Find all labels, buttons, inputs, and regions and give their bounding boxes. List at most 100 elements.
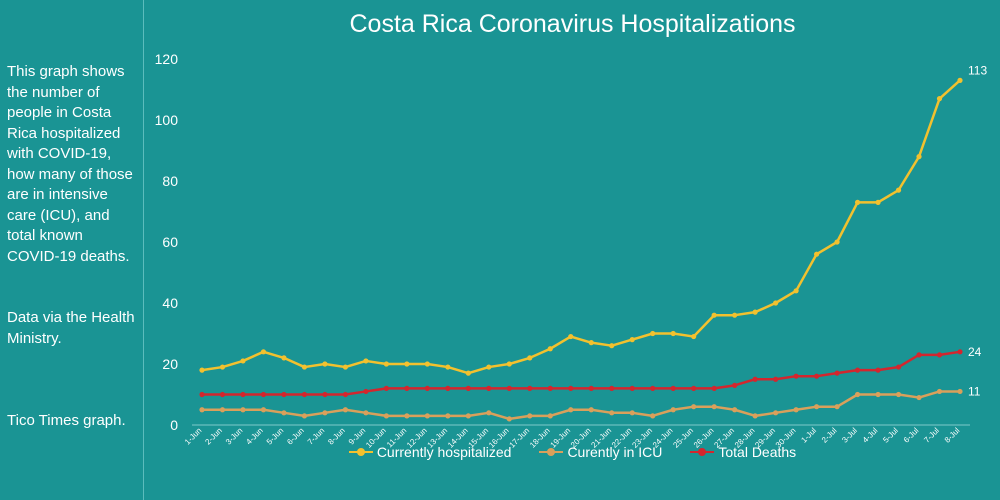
data-point xyxy=(260,349,267,355)
data-point xyxy=(875,199,881,205)
data-point xyxy=(527,355,533,361)
legend: Currently hospitalized Curently in ICU T… xyxy=(145,440,1000,464)
data-point xyxy=(711,312,717,318)
data-point xyxy=(445,364,451,370)
data-point xyxy=(793,407,799,413)
data-point xyxy=(547,346,553,352)
data-point xyxy=(383,361,389,367)
data-point xyxy=(670,330,676,337)
data-point xyxy=(240,407,246,413)
data-point xyxy=(691,404,697,410)
y-tick-label: 60 xyxy=(162,234,178,250)
y-tick-label: 20 xyxy=(162,356,178,372)
data-point xyxy=(732,312,738,318)
data-point xyxy=(404,385,410,391)
data-point xyxy=(547,413,553,419)
data-point xyxy=(588,340,594,346)
data-point xyxy=(404,361,410,367)
description-panel: This graph shows the number of people in… xyxy=(0,0,144,500)
data-point xyxy=(916,154,922,160)
data-point xyxy=(834,404,840,410)
data-point xyxy=(363,410,369,416)
data-point xyxy=(650,413,656,419)
y-tick-label: 0 xyxy=(170,417,178,433)
data-point xyxy=(691,385,697,391)
data-point xyxy=(568,407,574,413)
end-value-label: 113 xyxy=(968,63,987,77)
data-point xyxy=(895,391,902,398)
data-point xyxy=(752,413,758,419)
data-point xyxy=(527,413,533,419)
data-point xyxy=(465,413,471,419)
data-point xyxy=(895,187,902,193)
data-point xyxy=(486,410,492,416)
legend-item-hospitalized: Currently hospitalized xyxy=(348,444,511,460)
data-point xyxy=(609,343,615,349)
data-point xyxy=(568,333,574,340)
series-line xyxy=(202,390,960,421)
data-point xyxy=(793,288,799,294)
data-point xyxy=(465,385,471,391)
data-point xyxy=(629,385,635,391)
data-point xyxy=(342,407,349,413)
data-point xyxy=(691,333,697,340)
data-point xyxy=(568,385,574,391)
data-point xyxy=(670,385,676,391)
data-point xyxy=(875,367,881,373)
data-point xyxy=(732,407,738,413)
data-point xyxy=(752,376,758,382)
data-point xyxy=(773,300,779,306)
source-text: Data via the Health Ministry. xyxy=(7,309,135,347)
data-point xyxy=(424,385,430,391)
data-point xyxy=(486,364,492,370)
credit-text: Tico Times graph. xyxy=(7,412,126,429)
data-point xyxy=(854,367,861,373)
data-point xyxy=(465,370,471,376)
data-point xyxy=(527,385,533,391)
data-point xyxy=(260,407,267,413)
data-point xyxy=(301,413,308,419)
data-point xyxy=(629,337,635,343)
data-point xyxy=(301,391,308,398)
legend-item-icu: Curently in ICU xyxy=(539,444,662,460)
data-point xyxy=(383,385,389,391)
data-point xyxy=(711,385,717,391)
data-point xyxy=(875,391,881,398)
end-value-label: 11 xyxy=(968,384,981,398)
data-point xyxy=(506,416,512,422)
data-point xyxy=(322,410,328,416)
end-value-label: 24 xyxy=(968,345,982,359)
data-point xyxy=(301,364,308,370)
data-point xyxy=(732,382,738,388)
data-point xyxy=(588,407,594,413)
data-point xyxy=(834,239,840,245)
data-point xyxy=(363,388,369,395)
data-point xyxy=(240,391,246,398)
legend-label-icu: Curently in ICU xyxy=(567,444,663,460)
data-point xyxy=(650,385,656,391)
legend-swatch-hospitalized xyxy=(348,445,373,459)
data-point xyxy=(711,404,717,410)
data-point xyxy=(383,413,389,419)
chart-panel: Costa Rica Coronavirus Hospitalizations … xyxy=(145,0,1000,500)
data-point xyxy=(240,358,246,364)
data-point xyxy=(486,385,492,391)
data-point xyxy=(199,407,205,413)
data-point xyxy=(609,385,615,391)
data-point xyxy=(506,385,512,391)
data-point xyxy=(936,96,943,102)
y-tick-label: 100 xyxy=(155,112,179,128)
data-point xyxy=(773,410,779,416)
data-point xyxy=(281,391,287,398)
description-text: This graph shows the number of people in… xyxy=(7,63,133,265)
data-point xyxy=(936,388,943,395)
data-point xyxy=(260,391,267,398)
legend-item-deaths: Total Deaths xyxy=(690,444,796,460)
series-line xyxy=(202,350,961,396)
data-point xyxy=(445,413,451,419)
data-point xyxy=(609,410,615,416)
legend-swatch-icu xyxy=(539,445,564,459)
data-point xyxy=(424,361,430,367)
data-point xyxy=(281,410,287,416)
